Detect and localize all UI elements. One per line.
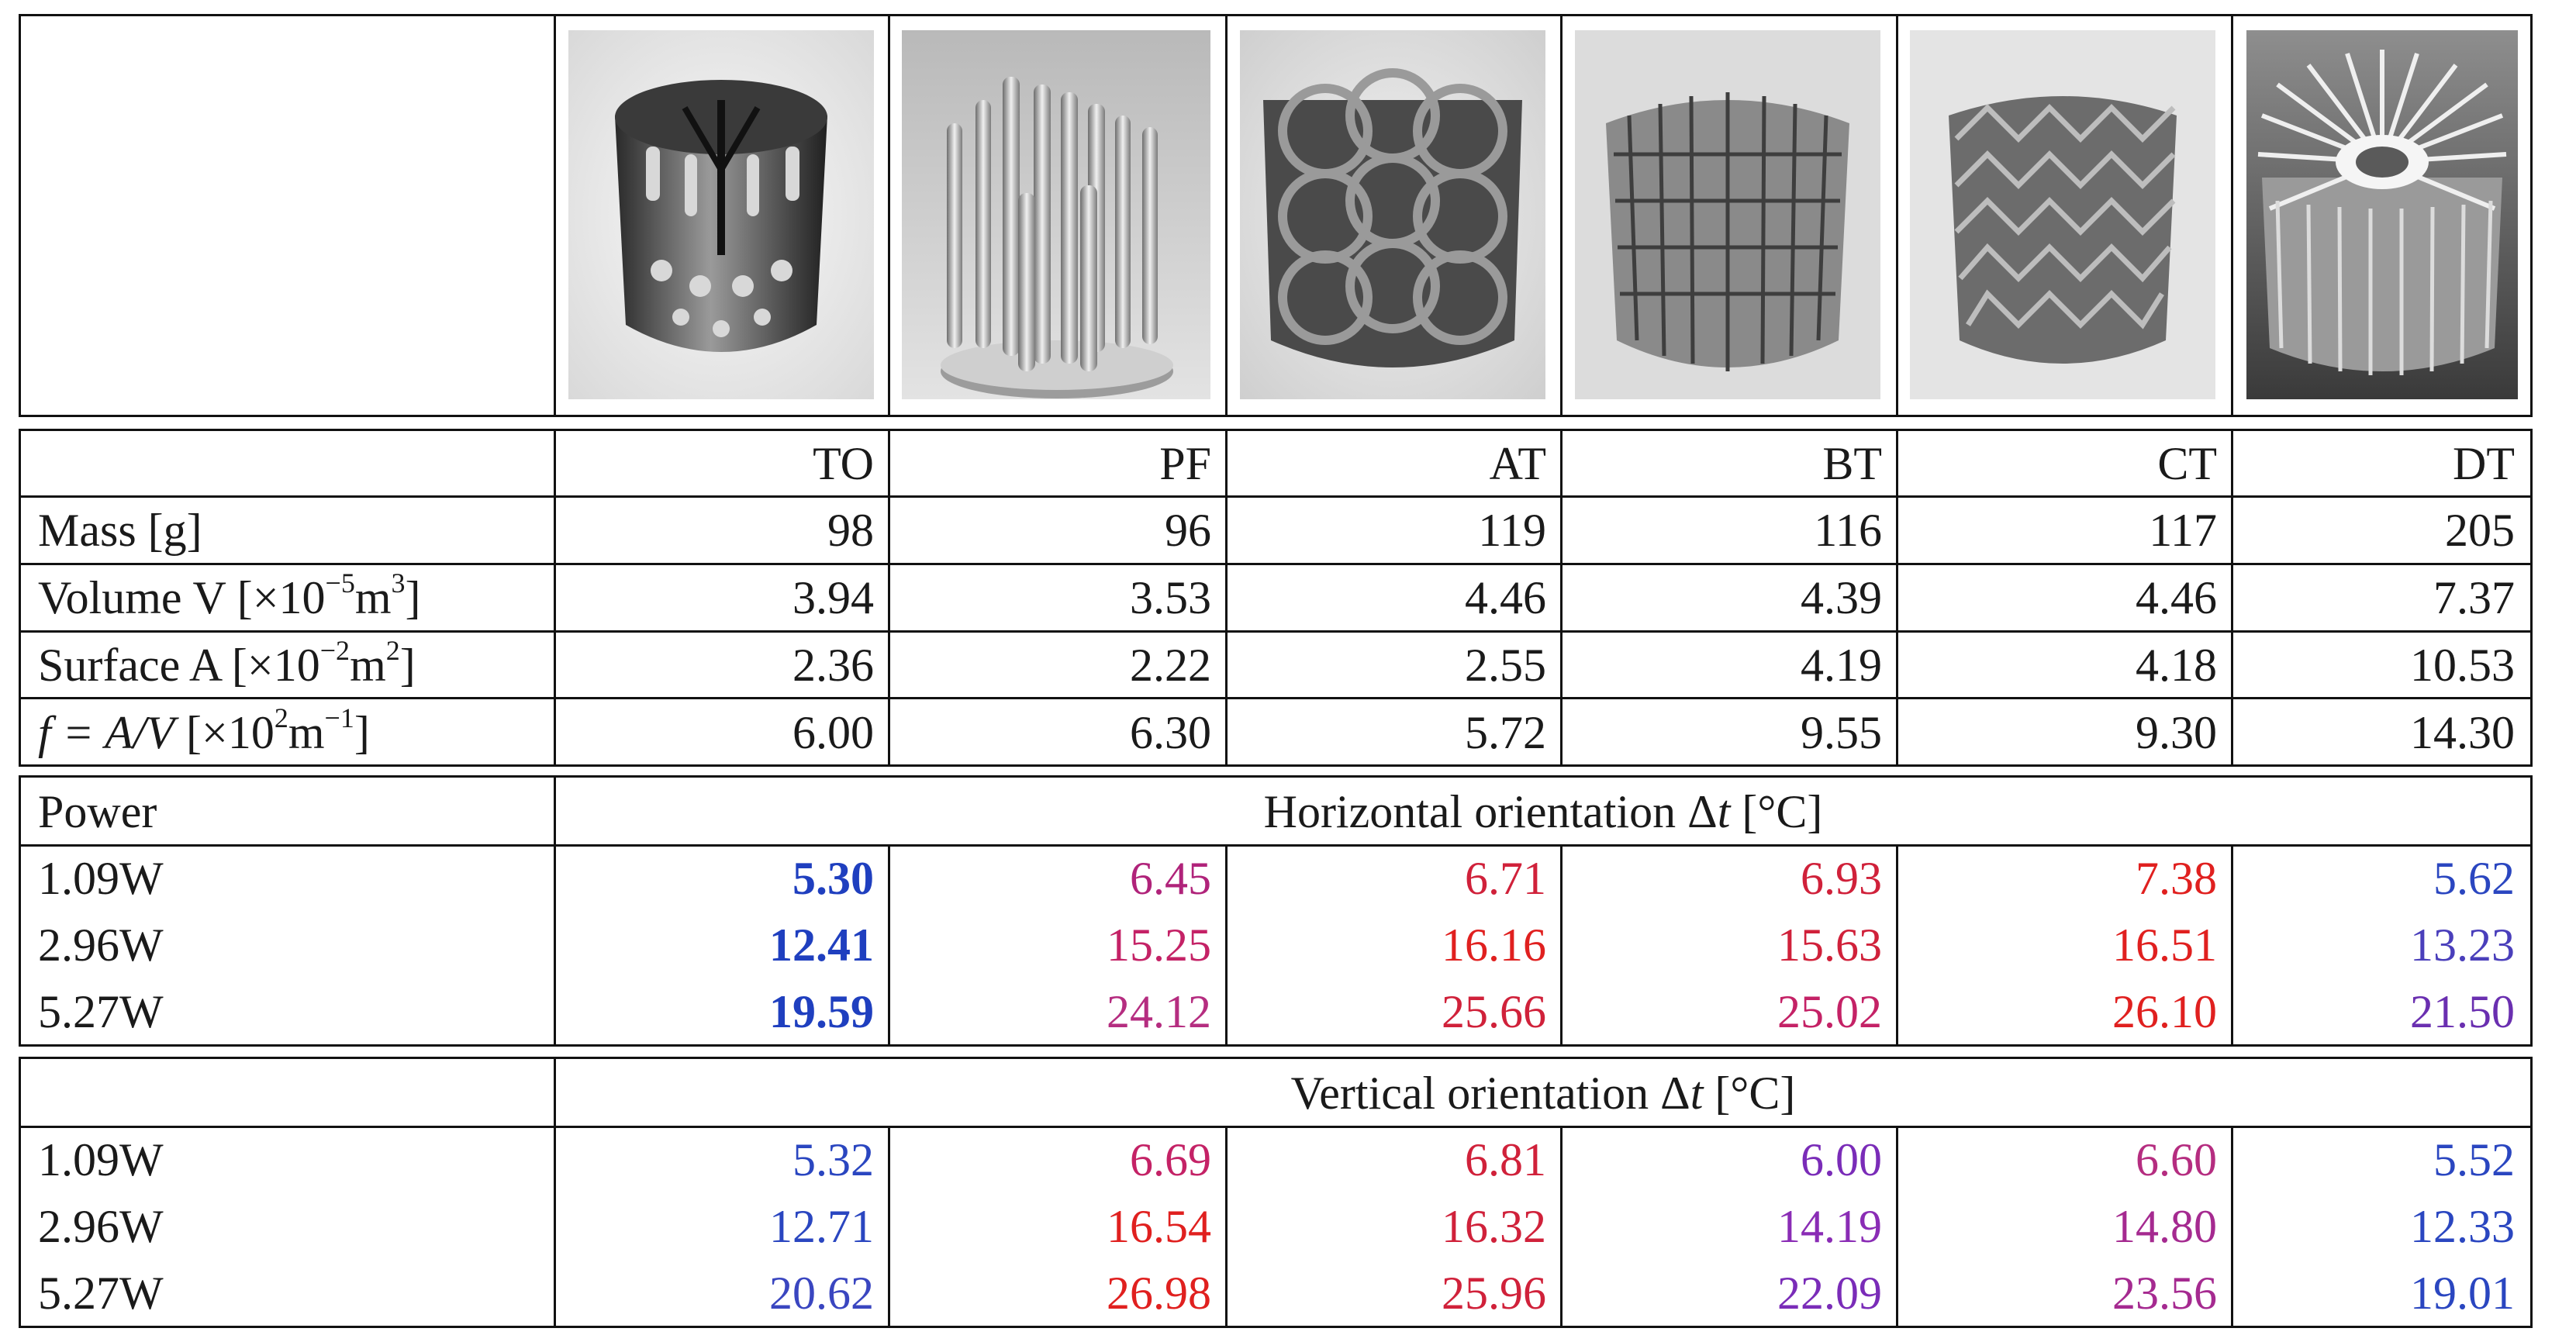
heatsink-photo-to (568, 30, 874, 399)
heatsink-photo-at (1240, 30, 1545, 399)
row-label-mass: Mass [g] (38, 505, 202, 556)
horizontal-temp-ct: 16.51 (2112, 919, 2217, 971)
horizontal-temp-pf: 6.45 (1130, 853, 1211, 904)
vertical-power-label: 5.27W (38, 1268, 164, 1319)
mass-bt: 116 (1814, 505, 1882, 556)
surface-bt: 4.19 (1801, 640, 1882, 691)
horizontal-temp-ct: 26.10 (2112, 986, 2217, 1037)
vertical-temp-bt: 22.09 (1777, 1268, 1882, 1319)
vertical-temp-at: 16.32 (1442, 1201, 1546, 1252)
horizontal-power-label: 1.09W (38, 853, 164, 904)
vertical-temp-to: 12.71 (769, 1201, 874, 1252)
mass-ct: 117 (2149, 505, 2217, 556)
horizontal-orientation-title: Horizontal orientation Δt [°C] (1263, 786, 1823, 837)
horizontal-temp-at: 16.16 (1442, 919, 1546, 971)
heatsink-photo-dt (2246, 30, 2518, 399)
vertical-temp-dt: 12.33 (2410, 1201, 2515, 1252)
horizontal-temp-at: 6.71 (1465, 853, 1546, 904)
vertical-temp-dt: 5.52 (2433, 1134, 2515, 1185)
volume-dt: 7.37 (2433, 572, 2515, 623)
vertical-temp-to: 20.62 (769, 1268, 874, 1319)
heatsink-photo-bt (1575, 30, 1880, 399)
vertical-temp-pf: 6.69 (1130, 1134, 1211, 1185)
surface-dt: 10.53 (2410, 640, 2515, 691)
horizontal-temp-pf: 15.25 (1107, 919, 1211, 971)
column-header-at: AT (1489, 438, 1546, 489)
ratio-to: 6.00 (792, 707, 874, 758)
vertical-temp-dt: 19.01 (2410, 1268, 2515, 1319)
volume-bt: 4.39 (1801, 572, 1882, 623)
ratio-pf: 6.30 (1130, 707, 1211, 758)
volume-ct: 4.46 (2136, 572, 2217, 623)
vertical-temp-bt: 14.19 (1777, 1201, 1882, 1252)
surface-to: 2.36 (792, 640, 874, 691)
ratio-ct: 9.30 (2136, 707, 2217, 758)
vertical-power-label: 1.09W (38, 1134, 164, 1185)
column-header-ct: CT (2157, 438, 2217, 489)
horizontal-temp-to: 5.30 (792, 853, 874, 904)
horizontal-temp-ct: 7.38 (2136, 853, 2217, 904)
vertical-power-label: 2.96W (38, 1201, 164, 1252)
mass-dt: 205 (2445, 505, 2515, 556)
vertical-temp-ct: 6.60 (2136, 1134, 2217, 1185)
ratio-at: 5.72 (1465, 707, 1546, 758)
horizontal-temp-to: 12.41 (769, 919, 874, 971)
column-header-to: TO (813, 438, 874, 489)
mass-at: 119 (1478, 505, 1546, 556)
horizontal-temp-pf: 24.12 (1107, 986, 1211, 1037)
column-header-bt: BT (1822, 438, 1882, 489)
column-header-dt: DT (2453, 438, 2515, 489)
row-label-area-volume-ratio: f = A/V [×102m−1] (38, 702, 370, 758)
horizontal-temp-bt: 15.63 (1777, 919, 1882, 971)
horizontal-temp-bt: 6.93 (1801, 853, 1882, 904)
vertical-temp-to: 5.32 (792, 1134, 874, 1185)
horizontal-temp-bt: 25.02 (1777, 986, 1882, 1037)
vertical-temp-pf: 26.98 (1107, 1268, 1211, 1319)
horizontal-power-label: 2.96W (38, 919, 164, 971)
mass-to: 98 (827, 505, 874, 556)
ratio-dt: 14.30 (2410, 707, 2515, 758)
vertical-temp-bt: 6.00 (1801, 1134, 1882, 1185)
ratio-bt: 9.55 (1801, 707, 1882, 758)
vertical-orientation-table: Vertical orientation Δt [°C] 1.09W 5.32 6.… (19, 1057, 2533, 1328)
row-label-surface: Surface A [×10−2m2] (38, 635, 416, 691)
vertical-temp-ct: 14.80 (2112, 1201, 2217, 1252)
horizontal-temp-dt: 13.23 (2410, 919, 2515, 971)
column-header-pf: PF (1159, 438, 1211, 489)
horizontal-temp-to: 19.59 (769, 986, 874, 1037)
vertical-temp-at: 25.96 (1442, 1268, 1546, 1319)
surface-pf: 2.22 (1130, 640, 1211, 691)
horizontal-temp-dt: 5.62 (2433, 853, 2515, 904)
mass-pf: 96 (1165, 505, 1211, 556)
vertical-temp-ct: 23.56 (2112, 1268, 2217, 1319)
horizontal-temp-dt: 21.50 (2410, 986, 2515, 1037)
row-label-volume: Volume V [×10−5m3] (38, 568, 421, 623)
vertical-temp-at: 6.81 (1465, 1134, 1546, 1185)
heatsink-photo-pf (902, 30, 1210, 399)
volume-pf: 3.53 (1130, 572, 1211, 623)
surface-ct: 4.18 (2136, 640, 2217, 691)
horizontal-orientation-table: Power Horizontal orientation Δt [°C] 1.0… (19, 775, 2533, 1047)
volume-at: 4.46 (1465, 572, 1546, 623)
properties-table: TO PF AT BT CT DT Mass [g] 98 96 119 116… (19, 429, 2533, 767)
power-header: Power (38, 786, 157, 837)
vertical-orientation-title: Vertical orientation Δt [°C] (1290, 1068, 1796, 1119)
horizontal-temp-at: 25.66 (1442, 986, 1546, 1037)
heatsink-photo-ct (1910, 30, 2215, 399)
volume-to: 3.94 (792, 572, 874, 623)
vertical-temp-pf: 16.54 (1107, 1201, 1211, 1252)
horizontal-power-label: 5.27W (38, 986, 164, 1037)
photo-row (19, 14, 2533, 417)
surface-at: 2.55 (1465, 640, 1546, 691)
